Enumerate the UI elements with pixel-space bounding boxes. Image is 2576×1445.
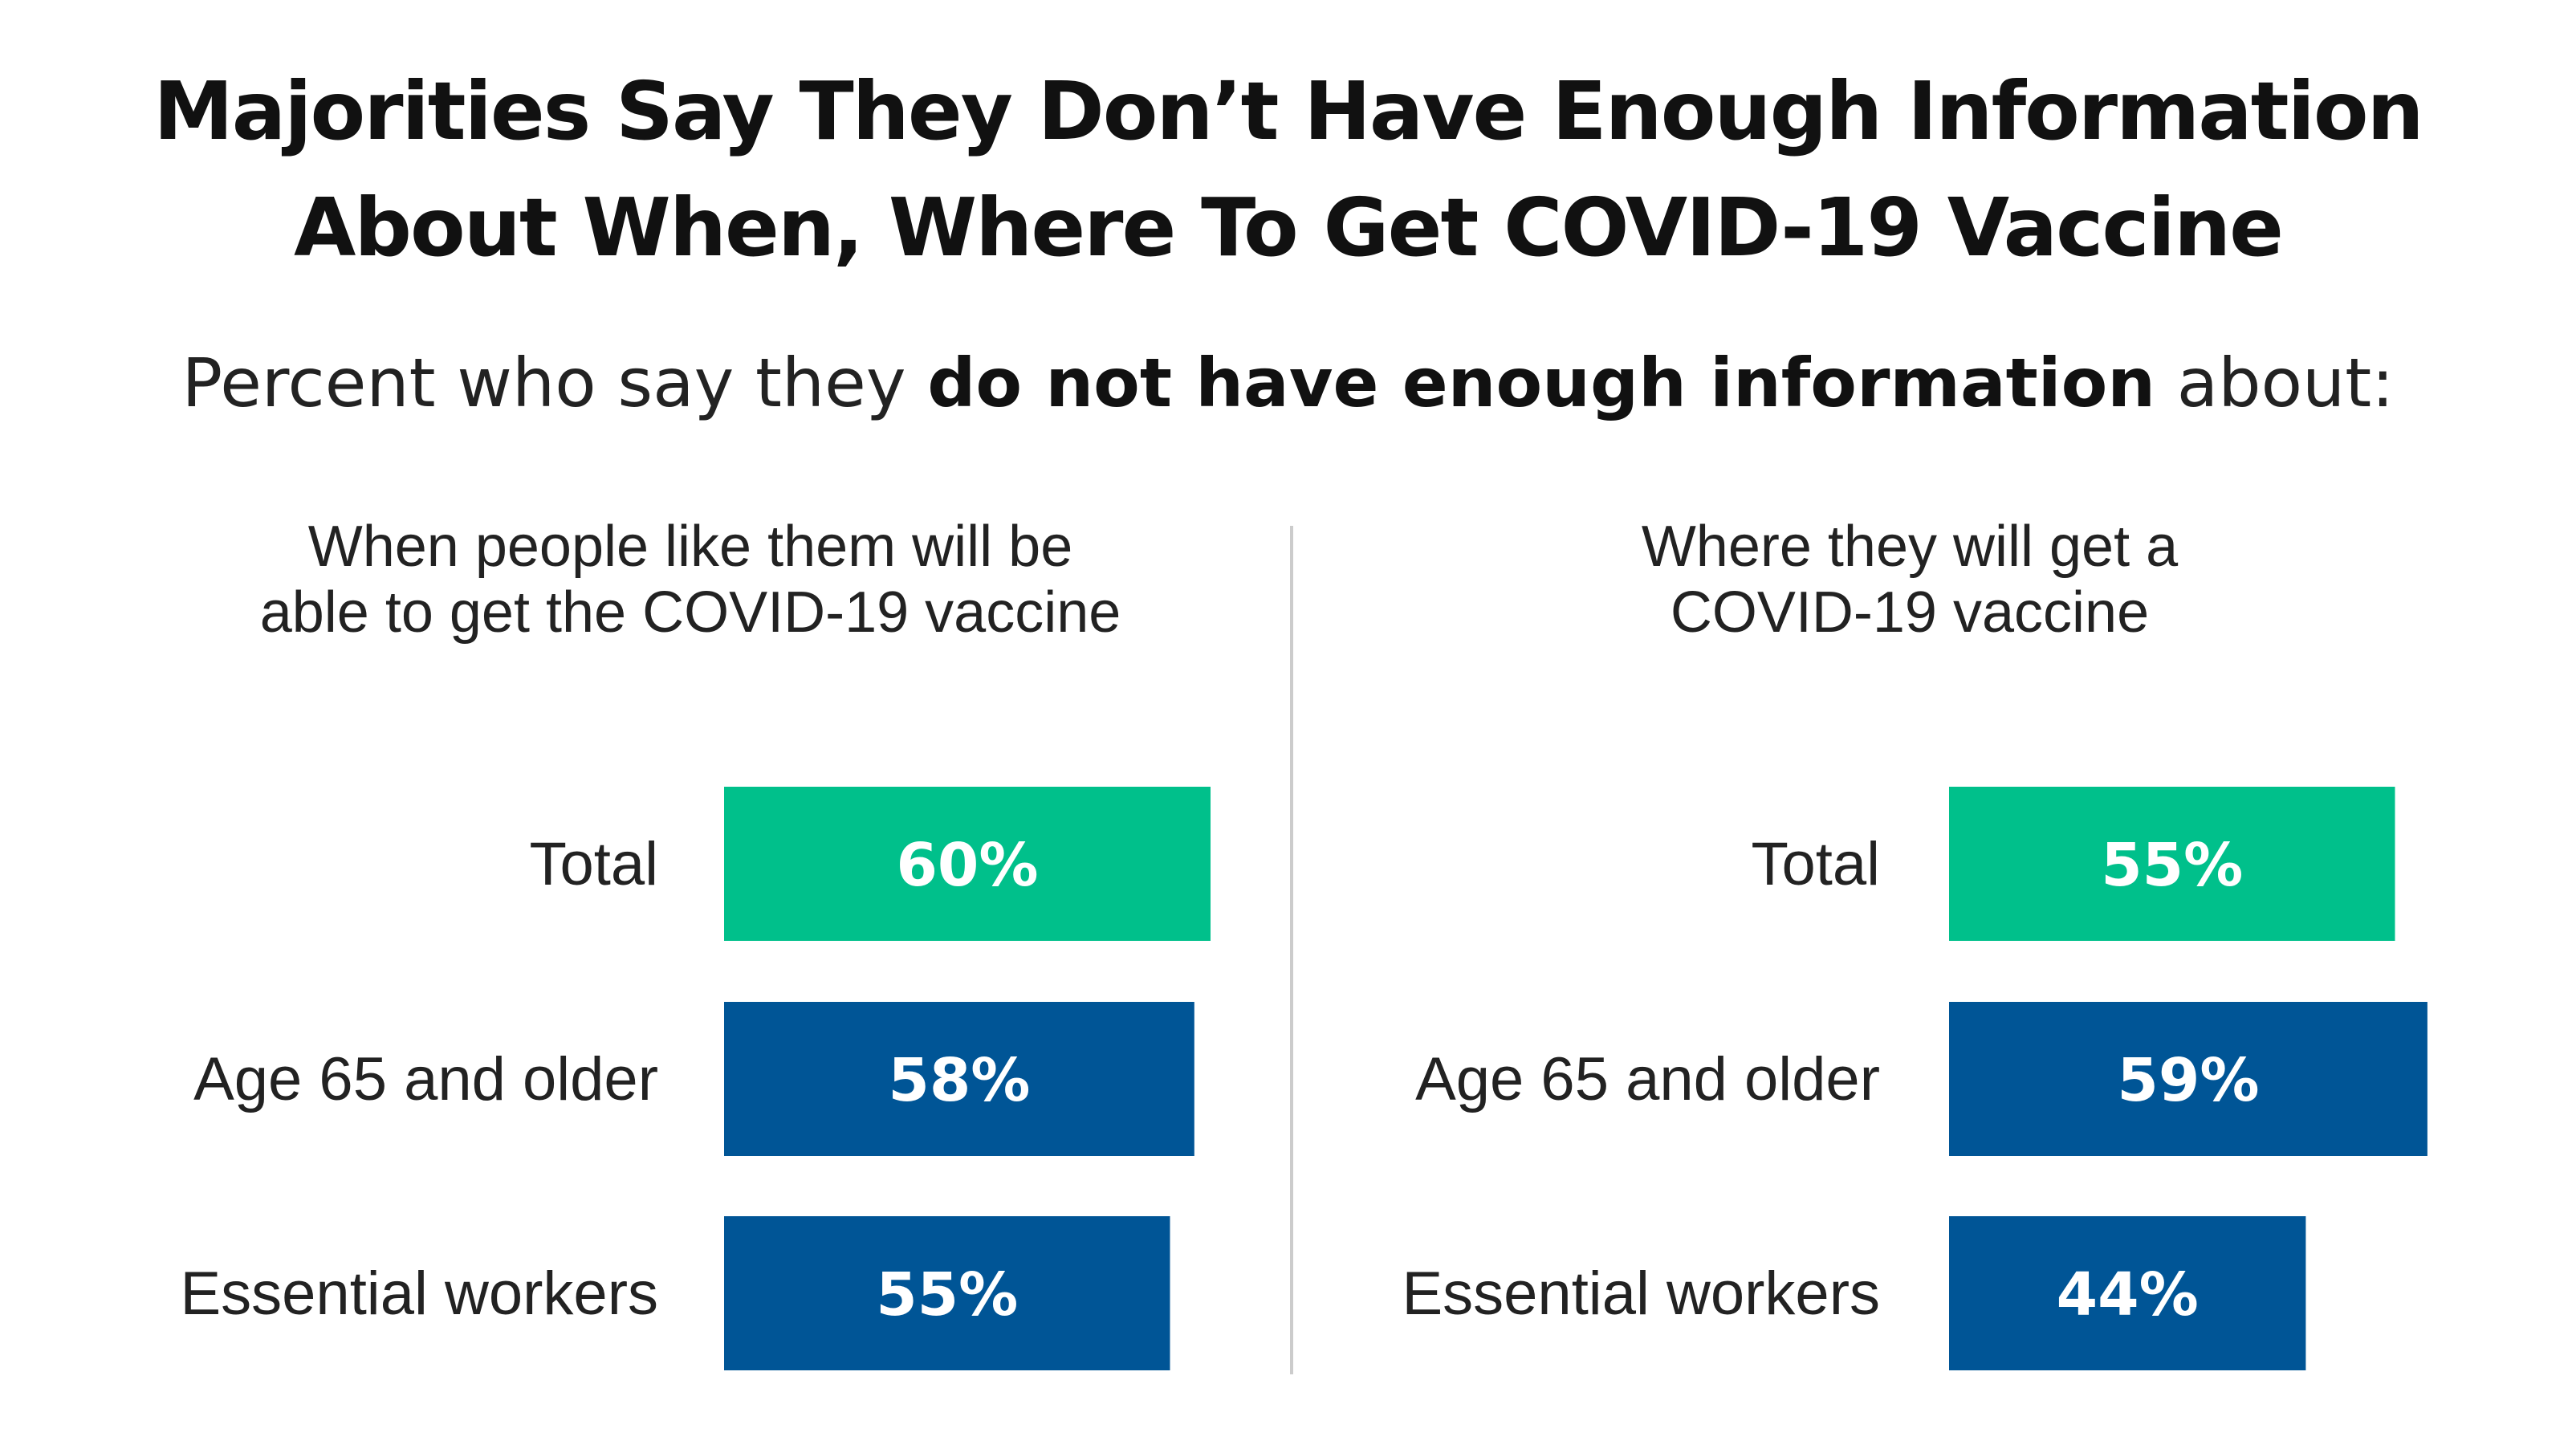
bar-charts: Total 60% Age 65 and older 58% Essential wor… [0,0,2576,1445]
left-category-label-3: Essential workers [180,1260,658,1328]
right-value-label-2: 59% [2117,1046,2259,1115]
left-category-label-1: Total [529,830,658,898]
right-value-label-1: 55% [2101,831,2243,900]
right-category-label-3: Essential workers [1402,1260,1880,1328]
left-value-label-1: 60% [896,831,1038,900]
right-category-label-2: Age 65 and older [1415,1045,1880,1113]
left-value-label-2: 58% [888,1046,1030,1115]
right-value-label-3: 44% [2057,1260,2199,1329]
left-category-label-2: Age 65 and older [193,1045,658,1113]
left-value-label-3: 55% [876,1260,1018,1329]
right-category-label-1: Total [1751,830,1880,898]
